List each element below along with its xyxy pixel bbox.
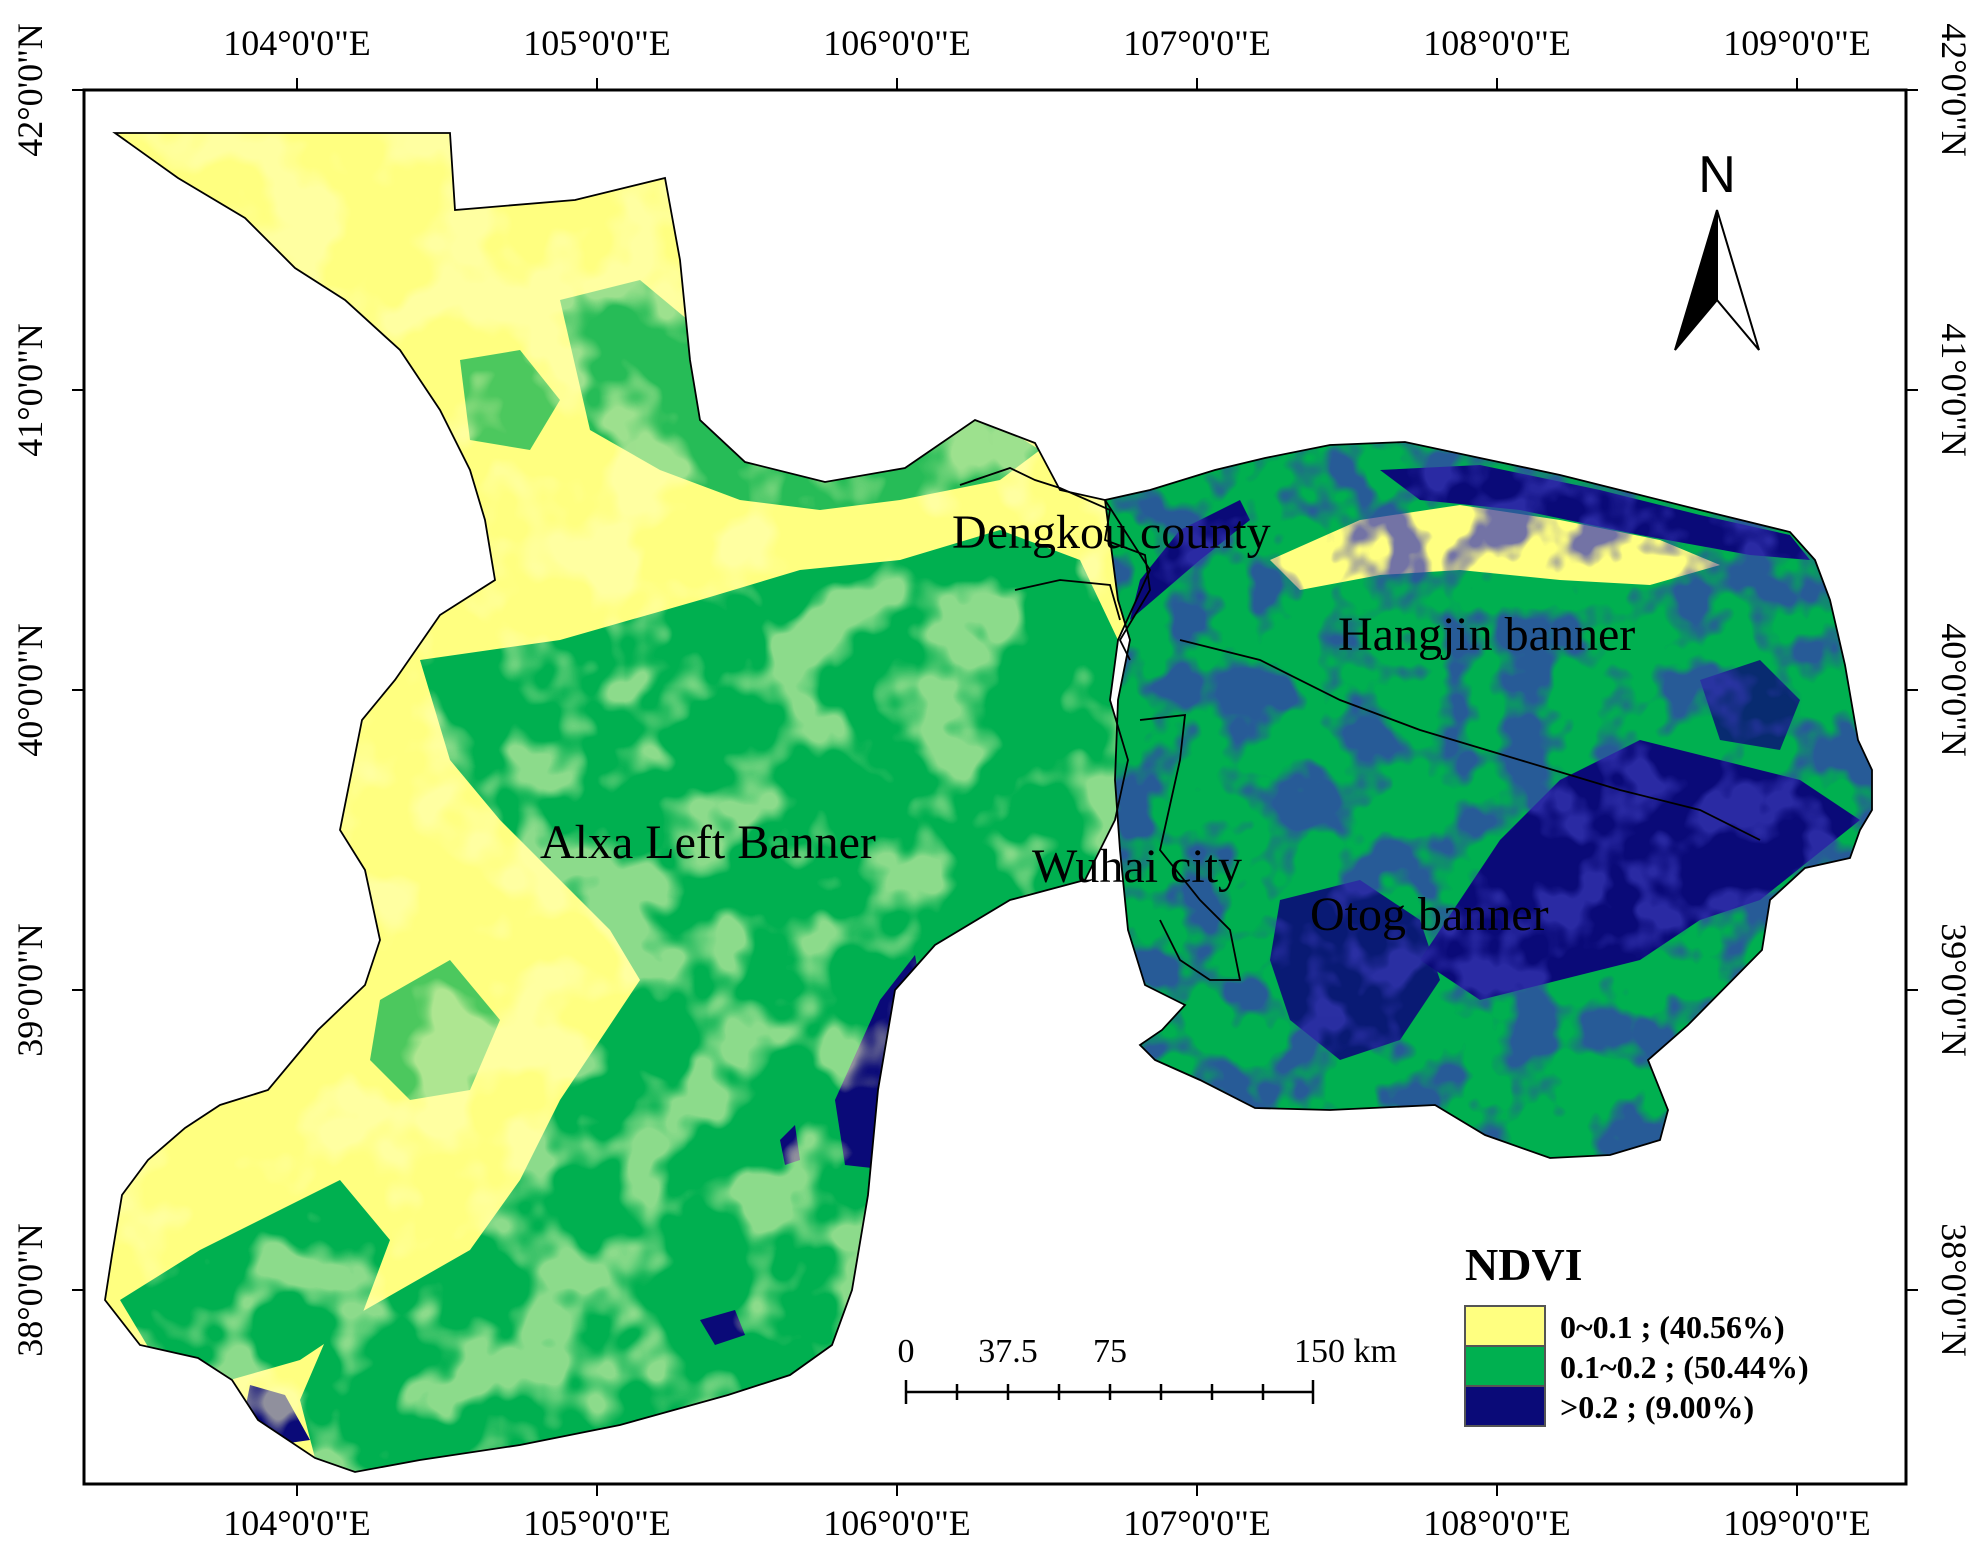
legend-swatch-mid: [1464, 1345, 1546, 1387]
latitude-labels-right: 42°0'0"N 41°0'0"N 40°0'0"N 39°0'0"N 38°0…: [1934, 23, 1974, 1357]
lon-label-bottom-1: 104°0'0"E: [223, 1503, 371, 1543]
scale-label-75: 75: [1093, 1333, 1127, 1370]
lat-label-right-4: 39°0'0"N: [1934, 923, 1974, 1057]
lat-label-right-1: 42°0'0"N: [1934, 23, 1974, 157]
lat-label-left-1: 42°0'0"N: [10, 23, 50, 157]
county-boundaries: [104, 132, 1873, 1473]
longitude-labels-bottom: 104°0'0"E 105°0'0"E 106°0'0"E 107°0'0"E …: [223, 1503, 1871, 1543]
lon-label-top-2: 105°0'0"E: [523, 23, 671, 63]
lat-label-right-5: 38°0'0"N: [1934, 1223, 1974, 1357]
latitude-labels-left: 42°0'0"N 41°0'0"N 40°0'0"N 39°0'0"N 38°0…: [10, 23, 50, 1357]
lon-label-top-5: 108°0'0"E: [1423, 23, 1571, 63]
east-region: [1105, 442, 1872, 1158]
lat-label-right-3: 40°0'0"N: [1934, 623, 1974, 757]
lon-label-top-6: 109°0'0"E: [1723, 23, 1871, 63]
lon-label-top-3: 106°0'0"E: [823, 23, 971, 63]
region-labels: Dengkou county Hangjin banner Alxa Left …: [540, 506, 1635, 941]
lon-label-bottom-3: 106°0'0"E: [823, 1503, 971, 1543]
legend-swatch-high: [1464, 1385, 1546, 1427]
longitude-labels-top: 104°0'0"E 105°0'0"E 106°0'0"E 107°0'0"E …: [223, 23, 1871, 63]
legend-label-low: 0~0.1 ; (40.56%): [1560, 1309, 1785, 1345]
label-dengkou: Dengkou county: [952, 506, 1271, 559]
lon-label-bottom-4: 107°0'0"E: [1123, 1503, 1271, 1543]
latitude-axis: [72, 89, 1918, 1291]
scale-label-0: 0: [898, 1333, 915, 1370]
label-hangjin: Hangjin banner: [1338, 608, 1635, 661]
legend-label-high: >0.2 ; (9.00%): [1560, 1389, 1754, 1425]
legend-title: NDVI: [1465, 1239, 1583, 1290]
lat-label-left-2: 41°0'0"N: [10, 323, 50, 457]
label-wuhai: Wuhai city: [1032, 840, 1242, 893]
scale-bar-ticks: [904, 1380, 1315, 1404]
lon-label-bottom-2: 105°0'0"E: [523, 1503, 671, 1543]
legend: NDVI 0~0.1 ; (40.56%) 0.1~0.2 ; (50.44%)…: [1464, 1239, 1809, 1427]
label-alxa: Alxa Left Banner: [540, 816, 876, 869]
scale-label-150: 150 km: [1294, 1333, 1397, 1370]
lat-label-left-3: 40°0'0"N: [10, 623, 50, 757]
scale-label-37-5: 37.5: [978, 1333, 1038, 1370]
north-arrow-label: N: [1698, 146, 1736, 204]
longitude-axis: [296, 78, 1798, 1496]
label-otog: Otog banner: [1310, 888, 1549, 941]
north-arrow-icon: [1674, 209, 1760, 351]
lon-label-top-1: 104°0'0"E: [223, 23, 371, 63]
lon-label-top-4: 107°0'0"E: [1123, 23, 1271, 63]
scale-bar: 0 37.5 75 150 km: [898, 1333, 1397, 1404]
lat-label-right-2: 41°0'0"N: [1934, 323, 1974, 457]
lon-label-bottom-5: 108°0'0"E: [1423, 1503, 1571, 1543]
legend-swatch-low: [1464, 1305, 1546, 1347]
lon-label-bottom-6: 109°0'0"E: [1723, 1503, 1871, 1543]
legend-label-mid: 0.1~0.2 ; (50.44%): [1560, 1349, 1809, 1385]
north-arrow: N: [1674, 146, 1760, 351]
lat-label-left-4: 39°0'0"N: [10, 923, 50, 1057]
lat-label-left-5: 38°0'0"N: [10, 1223, 50, 1357]
